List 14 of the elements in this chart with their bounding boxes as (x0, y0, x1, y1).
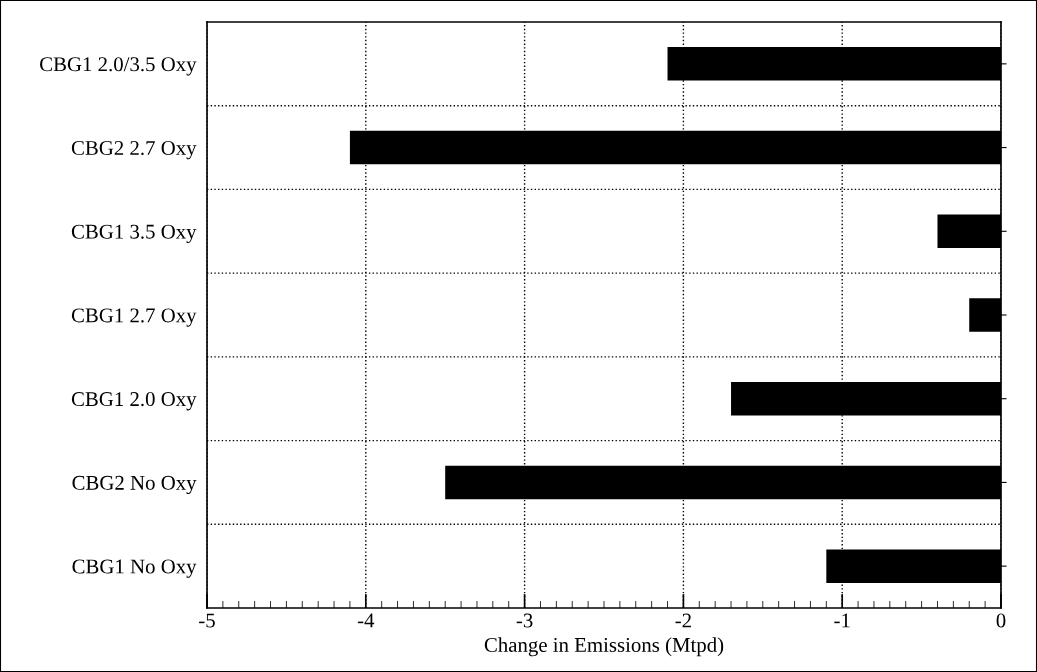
x-tick-label: -2 (675, 613, 691, 628)
y-tick-label: CBG1 2.0/3.5 Oxy (40, 57, 197, 76)
y-tick-label: CBG2 No Oxy (72, 475, 197, 495)
x-tick-label: 0 (996, 613, 1006, 628)
x-tick-label: -3 (516, 613, 533, 628)
y-tick-label: CBG2 2.7 Oxy (71, 140, 197, 160)
y-tick-label: CBG1 3.5 Oxy (71, 224, 197, 243)
x-tick-label: -4 (357, 613, 375, 628)
y-tick-label: CBG1 2.0 Oxy (71, 392, 197, 411)
x-axis-title: Change in Emissions (Mtpd) (484, 637, 724, 657)
y-tick-label: CBG1 No Oxy (72, 559, 197, 578)
x-tick-label: -1 (834, 613, 850, 628)
y-tick-label: CBG1 2.7 Oxy (71, 308, 197, 327)
x-tick-label: -5 (199, 613, 215, 628)
